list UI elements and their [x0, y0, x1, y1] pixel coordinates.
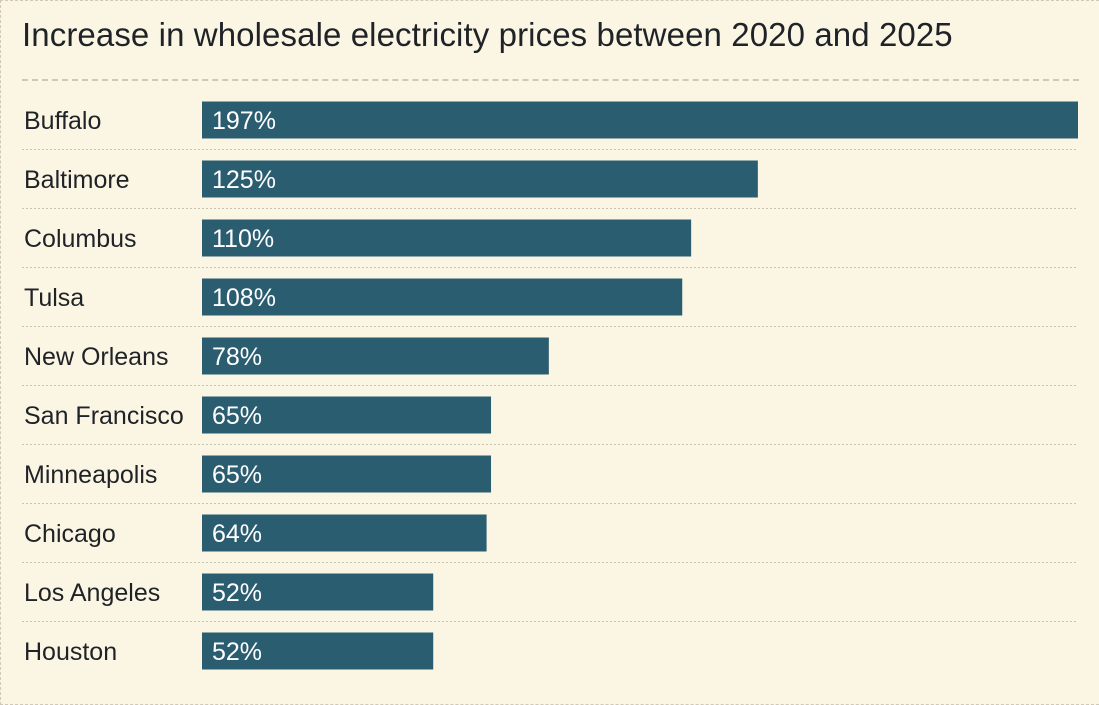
- bar: [202, 632, 434, 670]
- category-label: Columbus: [24, 225, 137, 253]
- bar-value-label: 64%: [212, 520, 262, 548]
- bar: [202, 514, 487, 552]
- bar: [202, 101, 1078, 139]
- bar-value-label: 65%: [212, 461, 262, 489]
- bar-value-label: 78%: [212, 343, 262, 371]
- category-label: Chicago: [24, 520, 116, 548]
- category-label: Minneapolis: [24, 461, 157, 489]
- category-label: Buffalo: [24, 107, 101, 135]
- category-label: Los Angeles: [24, 579, 160, 607]
- bar-value-label: 197%: [212, 107, 276, 135]
- category-label: Houston: [24, 638, 117, 666]
- bar: [202, 396, 492, 434]
- title-divider: [22, 79, 1079, 81]
- category-label: San Francisco: [24, 402, 184, 430]
- bar-value-label: 125%: [212, 166, 276, 194]
- bar-value-label: 52%: [212, 638, 262, 666]
- bar: [202, 160, 758, 198]
- bar: [202, 337, 549, 375]
- bar-value-label: 52%: [212, 579, 262, 607]
- bar: [202, 219, 692, 257]
- category-label: Baltimore: [24, 166, 130, 194]
- bar-value-label: 110%: [212, 225, 274, 253]
- bar: [202, 278, 683, 316]
- category-label: New Orleans: [24, 343, 169, 371]
- bar-value-label: 108%: [212, 284, 276, 312]
- bar-value-label: 65%: [212, 402, 262, 430]
- bar: [202, 573, 434, 611]
- chart-title: Increase in wholesale electricity prices…: [22, 16, 953, 53]
- category-label: Tulsa: [24, 284, 84, 312]
- bar: [202, 455, 492, 493]
